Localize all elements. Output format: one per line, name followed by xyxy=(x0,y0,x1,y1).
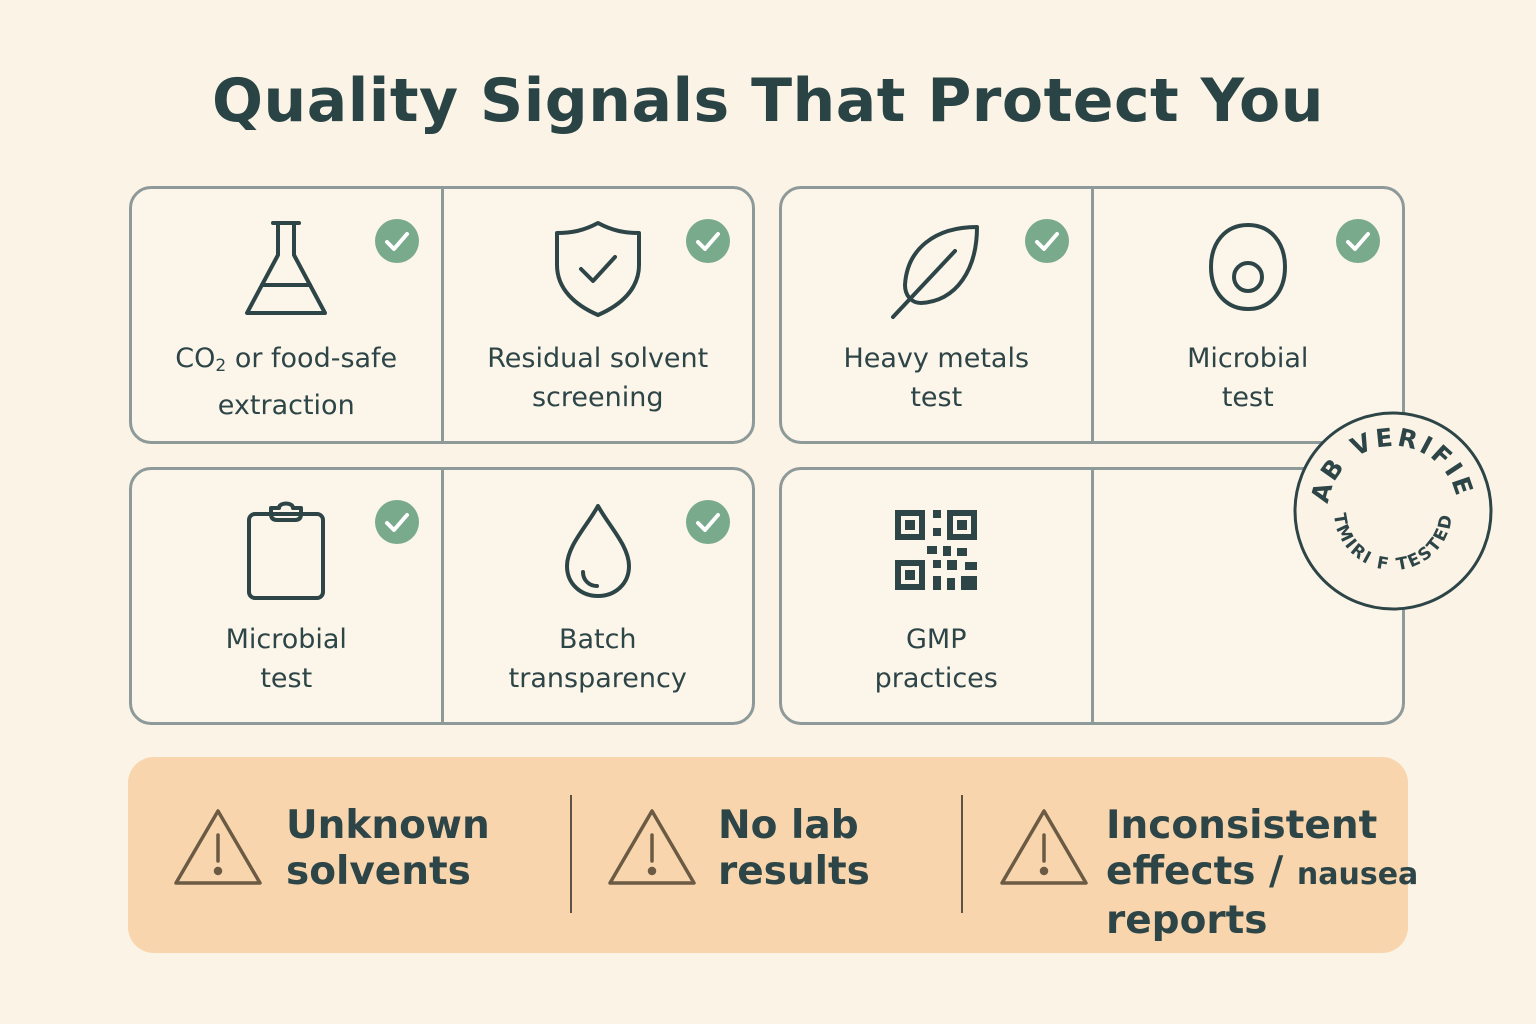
clipboard-icon xyxy=(231,494,341,604)
warning-text: Unknown solvents xyxy=(286,803,490,894)
card-label: GMP practices xyxy=(874,624,998,694)
quality-panel-extraction-solvent: CO2 or food-safe extraction Residual sol… xyxy=(129,186,755,444)
warning-text: No lab results xyxy=(718,803,870,894)
warning-inconsistent-effects: Inconsistent effects / nausea reports xyxy=(998,757,1418,953)
quality-panel-metals-microbial: Heavy metals test Microbial test xyxy=(779,186,1405,444)
warning-bar: Unknown solvents No lab results Inco xyxy=(128,757,1418,953)
droplet-icon xyxy=(543,494,653,604)
divider xyxy=(570,795,572,913)
page-title: Quality Signals That Protect You xyxy=(212,66,1324,136)
lab-verified-stamp: LAB VERIFIED TMIRI F TESTED xyxy=(1278,385,1496,614)
quality-card-heavy-metals: Heavy metals test xyxy=(782,189,1091,441)
card-label: Microbial test xyxy=(1187,343,1309,413)
quality-card-microbial-clipboard: Microbial test xyxy=(132,470,441,722)
check-icon xyxy=(686,500,730,544)
check-icon xyxy=(1024,219,1069,263)
quality-card-gmp: GMP practices xyxy=(782,470,1091,722)
check-icon xyxy=(686,219,730,263)
shield-check-icon xyxy=(543,213,653,323)
check-icon xyxy=(374,219,419,263)
card-label: Heavy metals test xyxy=(843,343,1030,413)
microbe-icon xyxy=(1193,213,1303,323)
quality-card-microbial: Microbial test xyxy=(1090,189,1403,441)
quality-panel-microbial-batch: Microbial test Batch transparency xyxy=(129,467,755,725)
flask-icon xyxy=(231,213,341,323)
card-label: Batch transparency xyxy=(508,624,687,694)
warning-icon xyxy=(998,805,1090,889)
card-label: CO2 or food-safe extraction xyxy=(175,343,398,421)
warning-unknown-solvents: Unknown solvents xyxy=(172,757,572,953)
check-icon xyxy=(1336,219,1380,263)
divider xyxy=(961,795,963,913)
qr-code-icon xyxy=(881,494,991,604)
card-label: Residual solvent screening xyxy=(487,343,709,413)
check-icon xyxy=(374,500,419,544)
warning-text: Inconsistent effects / nausea reports xyxy=(1106,803,1419,943)
card-label: Microbial test xyxy=(225,624,347,694)
warning-icon xyxy=(172,805,264,889)
leaf-icon xyxy=(881,213,991,323)
quality-card-batch-transparency: Batch transparency xyxy=(440,470,753,722)
empty-card xyxy=(1090,470,1403,722)
quality-card-solvent-screening: Residual solvent screening xyxy=(440,189,753,441)
warning-no-lab-results: No lab results xyxy=(606,757,966,953)
quality-card-extraction: CO2 or food-safe extraction xyxy=(132,189,441,441)
warning-icon xyxy=(606,805,698,889)
